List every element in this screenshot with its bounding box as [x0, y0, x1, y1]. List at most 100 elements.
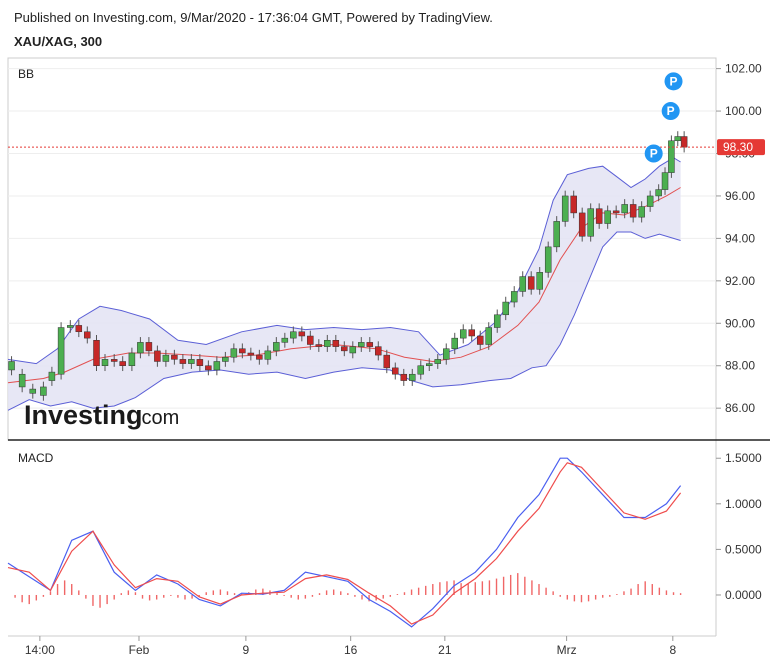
candle-body [222, 356, 229, 362]
candle-body [128, 352, 136, 366]
candle-body [358, 342, 365, 347]
candle-body [561, 195, 569, 222]
candle-body [587, 208, 594, 237]
candle-body [527, 276, 535, 290]
candle-body [196, 359, 204, 366]
candle-body [213, 361, 221, 371]
candle-body [536, 272, 543, 290]
price-tick-label: 92.00 [725, 274, 755, 288]
price-tick-label: 100.00 [725, 104, 762, 118]
candle-body [332, 340, 340, 347]
candle-body [298, 331, 306, 337]
time-tick-label: 14:00 [25, 643, 55, 657]
candle-body [375, 346, 382, 356]
candle-body [570, 195, 577, 214]
last-price-tag-text: 98.30 [723, 140, 753, 154]
pivot-marker [644, 144, 663, 163]
investing-logo: Investing .com [24, 400, 179, 430]
candle-body [434, 359, 442, 364]
candle-body [188, 359, 195, 364]
time-tick-label: 9 [243, 643, 250, 657]
candle-body [578, 212, 586, 237]
logo-suffix: .com [136, 407, 179, 429]
candle-body [366, 342, 374, 347]
candle-body [145, 342, 153, 352]
price-pane-label: BB [18, 67, 34, 81]
symbol-label: XAU/XAG, 300 [14, 34, 103, 49]
candle-body [502, 301, 509, 316]
candle-body [443, 348, 450, 360]
published-caption: Published on Investing.com, 9/Mar/2020 -… [14, 10, 493, 25]
candle-body [485, 327, 492, 345]
macd-axis-ticks: 0.0000 0.5000 1.0000 1.5000 [716, 451, 762, 602]
candle-body [57, 327, 65, 375]
candle-body [668, 140, 675, 173]
pivot-marker-label: P [650, 147, 658, 161]
candle-body [119, 361, 126, 366]
candle-body [612, 210, 620, 214]
bollinger-band-fill [8, 157, 681, 411]
price-tick-label: 90.00 [725, 316, 755, 330]
candle-body [18, 373, 26, 388]
macd-signal-line [7, 462, 682, 625]
candle-body [553, 221, 560, 248]
candle-body [101, 359, 109, 366]
time-tick-label: 8 [669, 643, 676, 657]
candle-body [519, 276, 526, 292]
candle-body [655, 189, 662, 197]
time-tick-label: 21 [438, 643, 452, 657]
candle-body [661, 172, 669, 190]
candlestick-series [8, 131, 688, 401]
candle-body [510, 291, 518, 303]
candle-body [638, 206, 645, 218]
candle-body [451, 337, 458, 349]
candle-body [273, 342, 280, 352]
candle-body [154, 350, 161, 362]
candle-body [468, 329, 475, 337]
candle-body [349, 346, 357, 354]
candle-body [426, 363, 433, 366]
price-tick-label: 96.00 [725, 189, 755, 203]
candle-body [8, 361, 15, 371]
candle-body [40, 386, 47, 396]
last-price-tag: 98.30 [717, 139, 765, 156]
candle-body [621, 204, 628, 214]
candle-body [281, 337, 289, 343]
time-axis-ticks: 14:00 Feb 9 16 21 Mrz 8 [25, 636, 676, 657]
candle-body [400, 373, 408, 381]
candle-body [307, 335, 314, 345]
candle-body [604, 210, 611, 224]
logo-brand: Investing [24, 400, 143, 430]
candle-body [162, 354, 170, 362]
macd-tick-label: 1.0000 [725, 497, 762, 511]
pivot-markers: P P P [644, 72, 683, 163]
macd-tick-label: 0.0000 [725, 588, 762, 602]
candle-body [629, 204, 637, 218]
pivot-marker-label: P [667, 104, 675, 118]
candle-body [595, 208, 603, 224]
candle-body [171, 354, 178, 360]
candle-body [137, 342, 144, 354]
candle-body [383, 354, 391, 369]
candle-body [324, 340, 331, 347]
candle-body [315, 344, 323, 347]
candle-body [646, 195, 654, 207]
macd-histogram [14, 573, 682, 608]
candle-body [239, 348, 246, 354]
macd-tick-label: 1.5000 [725, 451, 762, 465]
candle-body [476, 335, 484, 345]
candle-body [29, 388, 37, 394]
candle-body [110, 359, 118, 362]
pivot-marker [664, 72, 683, 91]
candle-body [392, 367, 399, 375]
bollinger-basis-line [7, 187, 681, 384]
candle-body [459, 329, 467, 339]
pivot-marker-label: P [670, 74, 678, 88]
candle-body [256, 354, 263, 360]
candle-body [205, 365, 212, 371]
candle-body [48, 371, 56, 381]
macd-pane-label: MACD [18, 451, 54, 465]
candle-body [84, 331, 91, 339]
price-axis-ticks: 86.0088.0090.0092.0094.0096.0098.00100.0… [716, 62, 762, 415]
